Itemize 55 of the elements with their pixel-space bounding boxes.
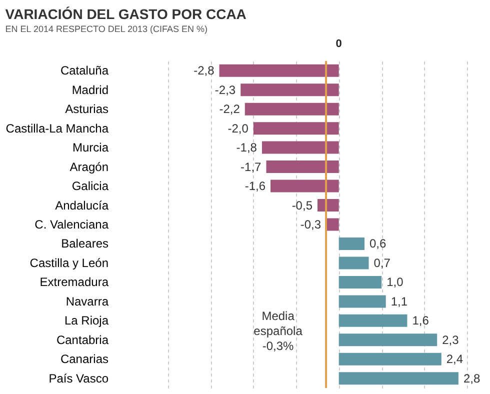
y-tick-label: Cantabria <box>56 332 109 347</box>
ref-line-label: Media española -0,3% <box>254 309 303 353</box>
bar <box>326 218 339 231</box>
y-tick-label: C. Valenciana <box>34 218 109 232</box>
data-label: 0,7 <box>374 256 391 270</box>
data-label: 2,4 <box>446 352 464 366</box>
bar <box>338 334 438 346</box>
data-label: -0,3 <box>300 218 322 232</box>
text: 0 <box>336 38 342 50</box>
bar <box>219 64 339 77</box>
data-label: -2,2 <box>219 102 240 116</box>
y-tick-label: Canarias <box>60 352 108 366</box>
bar <box>318 199 339 212</box>
y-tick-label: Extremadura <box>40 275 109 290</box>
bar <box>262 141 339 154</box>
bar <box>240 84 339 96</box>
bar <box>270 180 339 192</box>
y-tick-label: Galicia <box>72 179 109 194</box>
bar <box>338 352 442 366</box>
bar <box>266 160 339 174</box>
bar <box>338 372 458 385</box>
data-label: 1,0 <box>386 275 404 290</box>
bar <box>338 276 382 288</box>
bar <box>338 256 369 270</box>
data-label: -0,5 <box>292 198 313 212</box>
bar <box>253 122 339 135</box>
y-tick-label: Murcia <box>72 140 109 155</box>
data-label: 2,8 <box>463 371 480 386</box>
data-label: -2,3 <box>214 82 236 97</box>
bar <box>244 102 339 116</box>
data-label: -1,8 <box>236 140 258 155</box>
data-label: -1,6 <box>244 179 266 194</box>
chart-title: VARIACIÓN DEL GASTO POR CCAA <box>5 6 246 22</box>
bar <box>338 314 408 327</box>
bar <box>338 295 386 308</box>
y-tick-label: País Vasco <box>48 371 109 386</box>
data-label: -2,0 <box>228 121 249 136</box>
y-tick-label: Asturias <box>65 102 108 116</box>
y-tick-label: Madrid <box>72 82 108 97</box>
data-label: 0,6 <box>369 236 386 251</box>
data-label: -1,7 <box>240 160 262 174</box>
chart-subtitle: EN EL 2014 RESPECTO DEL 2013 (CIFAS EN %) <box>5 24 208 34</box>
y-tick-label: Castilla y León <box>30 256 108 270</box>
bar <box>338 237 364 250</box>
data-label: -2,8 <box>194 64 215 78</box>
y-tick-label: Cataluña <box>60 64 109 78</box>
y-tick-label: Baleares <box>61 236 108 251</box>
y-tick-label: Andalucía <box>55 198 109 212</box>
y-tick-label: La Rioja <box>64 314 109 328</box>
y-tick-label: Aragón <box>70 160 108 174</box>
y-tick-label: Navarra <box>66 294 109 308</box>
y-tick-label: Castilla-La Mancha <box>6 121 109 136</box>
data-label: 1,6 <box>412 314 430 328</box>
data-label: 1,1 <box>390 294 408 308</box>
data-label: 2,3 <box>442 332 460 347</box>
